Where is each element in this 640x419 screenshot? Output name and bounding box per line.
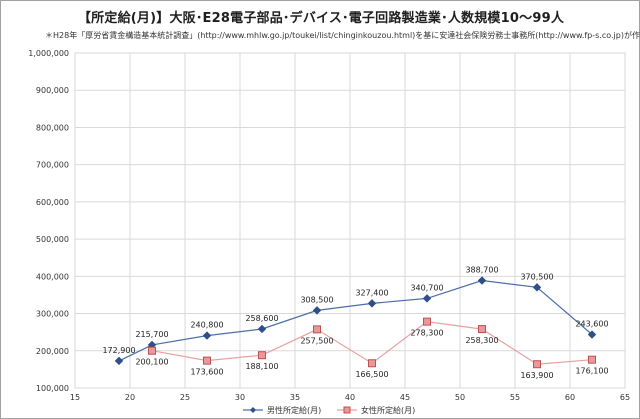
data-label: 172,900	[102, 346, 135, 355]
x-tick-label: 55	[510, 393, 520, 402]
legend: 男性所定給(月) 女性所定給(月)	[243, 405, 415, 415]
data-point-female	[149, 347, 156, 354]
x-tick-label: 50	[455, 393, 465, 402]
data-label: 370,500	[520, 272, 553, 281]
legend-marker-square	[344, 407, 350, 413]
data-point-male	[204, 332, 211, 339]
data-label: 215,700	[135, 330, 168, 339]
x-tick-label: 15	[70, 393, 80, 402]
data-label: 278,300	[410, 329, 443, 338]
data-point-male	[259, 325, 266, 332]
x-tick-label: 60	[565, 393, 575, 402]
data-label: 257,500	[300, 336, 333, 345]
data-point-female	[424, 318, 431, 325]
data-point-female	[204, 357, 211, 364]
data-label: 188,100	[245, 362, 278, 371]
data-point-female	[314, 326, 321, 333]
data-label: 308,500	[300, 295, 333, 304]
data-label: 388,700	[465, 266, 498, 275]
data-point-male	[424, 295, 431, 302]
x-tick-label: 25	[180, 393, 190, 402]
x-tick-label: 20	[125, 393, 135, 402]
x-tick-label: 45	[400, 393, 410, 402]
data-point-male	[314, 307, 321, 314]
data-label: 173,600	[190, 368, 223, 377]
y-tick-label: 800,000	[36, 123, 69, 132]
data-point-female	[534, 361, 541, 368]
data-label: 200,100	[135, 358, 168, 367]
data-label: 258,300	[465, 336, 498, 345]
data-point-female	[369, 360, 376, 367]
data-point-female	[479, 326, 486, 333]
data-label: 327,400	[355, 288, 388, 297]
data-label: 258,600	[245, 314, 278, 323]
x-tick-label: 30	[235, 393, 245, 402]
data-label: 243,600	[575, 320, 608, 329]
data-label: 340,700	[410, 283, 443, 292]
legend-marker-diamond	[250, 407, 256, 413]
legend-label: 女性所定給(月)	[361, 405, 415, 415]
data-label: 166,500	[355, 370, 388, 379]
data-label: 163,900	[520, 371, 553, 380]
data-point-male	[479, 277, 486, 284]
y-tick-label: 500,000	[36, 235, 69, 244]
data-point-female	[589, 356, 596, 363]
y-tick-label: 1,000,000	[28, 49, 69, 58]
y-tick-label: 200,000	[36, 347, 69, 356]
data-point-male	[369, 300, 376, 307]
x-tick-label: 35	[290, 393, 300, 402]
y-tick-label: 600,000	[36, 198, 69, 207]
y-tick-label: 900,000	[36, 86, 69, 95]
data-label: 240,800	[190, 321, 223, 330]
y-tick-label: 700,000	[36, 161, 69, 170]
legend-label: 男性所定給(月)	[267, 405, 321, 415]
y-tick-label: 100,000	[36, 384, 69, 393]
data-label: 176,100	[575, 367, 608, 376]
x-tick-label: 65	[620, 393, 630, 402]
y-tick-label: 300,000	[36, 310, 69, 319]
data-point-female	[259, 352, 266, 359]
data-point-male	[116, 357, 123, 364]
y-tick-label: 400,000	[36, 272, 69, 281]
x-tick-label: 40	[345, 393, 355, 402]
